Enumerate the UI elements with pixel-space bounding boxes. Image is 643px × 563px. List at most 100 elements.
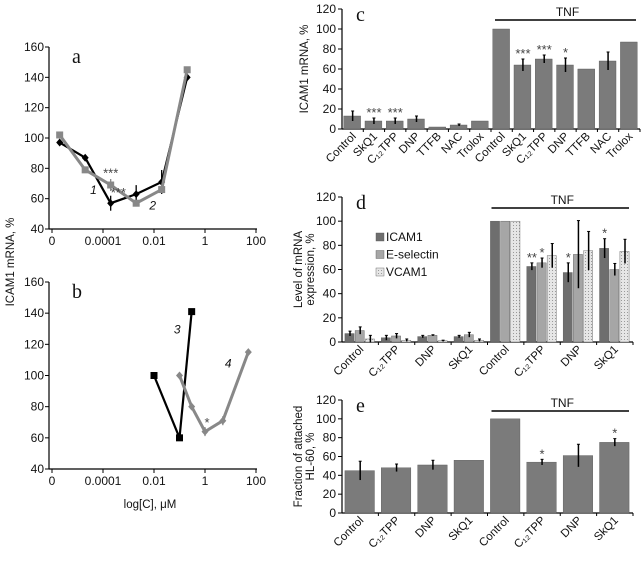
bar xyxy=(599,442,630,514)
legend-swatch xyxy=(375,232,385,242)
significance-marker: * xyxy=(566,250,571,265)
panel-label: d xyxy=(356,192,366,214)
category-label: TTFB xyxy=(564,130,593,159)
bar xyxy=(453,460,484,514)
significance-marker: * xyxy=(563,45,568,60)
significance-marker: * xyxy=(204,415,209,430)
y-tick-label: 140 xyxy=(24,306,44,320)
y-tick-label: 0 xyxy=(329,335,336,349)
significance-marker: *** xyxy=(111,185,126,200)
series-label: 2 xyxy=(148,198,156,212)
category-label: SkQ1 xyxy=(447,344,476,373)
y-tick-label: 120 xyxy=(24,337,44,351)
y-axis-label: Level of mRNA xyxy=(293,231,305,309)
y-tick-label: 120 xyxy=(316,2,336,16)
y-tick-label: 120 xyxy=(24,101,44,115)
y-tick-label: 0 xyxy=(329,506,336,520)
legend-swatch xyxy=(375,267,385,277)
series-label: 3 xyxy=(174,322,181,336)
data-point xyxy=(81,153,89,162)
y-tick-label: 40 xyxy=(323,82,337,96)
y-tick-label: 40 xyxy=(31,462,45,476)
y-tick-label: 100 xyxy=(316,22,336,36)
panel-b: 40 60 80 100 120 140 160 0 0.0001 0.01 1 100 b 3 4 * xyxy=(24,275,266,488)
data-point xyxy=(107,199,115,208)
y-tick-label: 120 xyxy=(316,393,336,407)
bar xyxy=(513,64,532,130)
significance-marker: * xyxy=(540,245,545,260)
x-tick-label: 0 xyxy=(49,474,56,488)
x-tick-label: 100 xyxy=(246,234,266,248)
left-x-axis-label: log[C], μM xyxy=(124,499,177,511)
y-tick-label: 80 xyxy=(323,42,337,56)
category-label: C₁₂TPP xyxy=(367,343,403,379)
y-tick-label: 60 xyxy=(323,263,337,277)
x-tick-label: 0.01 xyxy=(142,234,166,248)
tnf-label: TNF xyxy=(556,5,579,19)
category-label: SkQ1 xyxy=(447,515,476,544)
y-tick-label: 20 xyxy=(323,311,337,325)
series-label: 1 xyxy=(90,183,97,197)
bar xyxy=(526,266,537,343)
x-tick-label: 1 xyxy=(202,234,209,248)
series-line-4 xyxy=(178,351,250,434)
y-axis-label: ICAM1 mRNA, % xyxy=(299,25,311,114)
y-tick-label: 60 xyxy=(323,62,337,76)
category-label: DNP xyxy=(559,514,585,540)
data-point xyxy=(56,131,64,139)
y-tick-label: 40 xyxy=(31,222,45,236)
data-point xyxy=(132,190,140,199)
bar xyxy=(598,60,617,130)
bar xyxy=(471,120,489,130)
y-tick-label: 120 xyxy=(316,190,336,204)
y-tick-label: 0 xyxy=(329,122,336,136)
category-label: C₁₂TPP xyxy=(512,343,548,379)
significance-marker: ** xyxy=(527,250,537,265)
bar xyxy=(510,220,521,343)
bar xyxy=(417,464,448,514)
data-point xyxy=(188,308,196,316)
category-label: SkQ1 xyxy=(592,515,621,544)
y-tick-label: 20 xyxy=(323,102,337,116)
y-tick-label: 40 xyxy=(323,468,337,482)
bar xyxy=(556,64,574,130)
y-tick-label: 60 xyxy=(31,431,45,445)
significance-marker: *** xyxy=(388,105,403,120)
y-tick-label: 160 xyxy=(24,40,44,54)
category-label: C₁₂TPP xyxy=(367,514,403,550)
bar xyxy=(620,41,638,130)
data-point xyxy=(188,402,196,411)
category-label: Control xyxy=(477,344,512,379)
category-label: DNP xyxy=(413,343,439,369)
y-tick-label: 40 xyxy=(323,287,337,301)
bar xyxy=(562,272,573,343)
category-label: Control xyxy=(477,515,512,550)
significance-marker: * xyxy=(540,446,545,461)
category-label: C₁₂TPP xyxy=(512,514,548,550)
bar xyxy=(536,262,547,343)
significance-marker: *** xyxy=(537,42,552,57)
data-point xyxy=(107,181,115,189)
bar xyxy=(619,251,630,343)
category-label: Control xyxy=(332,344,367,379)
category-label: TTFB xyxy=(415,130,444,159)
category-label: DNP xyxy=(559,343,585,369)
tnf-label: TNF xyxy=(551,193,574,207)
x-tick-label: 0.0001 xyxy=(85,474,122,488)
category-label: SkQ1 xyxy=(592,344,621,373)
category-label: Control xyxy=(332,515,367,550)
bar xyxy=(492,28,510,130)
legend-swatch xyxy=(375,250,385,259)
y-tick-label: 140 xyxy=(24,70,44,84)
data-point xyxy=(176,434,183,442)
panel-label: b xyxy=(72,281,82,303)
x-tick-label: 0 xyxy=(49,234,56,248)
y-tick-label: 60 xyxy=(323,450,337,464)
y-axis-label: HL-60, % xyxy=(305,433,317,481)
left-y-axis-label: ICAM1 mRNA, % xyxy=(5,218,17,307)
x-tick-label: 0.0001 xyxy=(85,234,122,248)
bar xyxy=(381,467,412,514)
y-tick-label: 80 xyxy=(323,431,337,445)
significance-marker: *** xyxy=(515,46,530,61)
